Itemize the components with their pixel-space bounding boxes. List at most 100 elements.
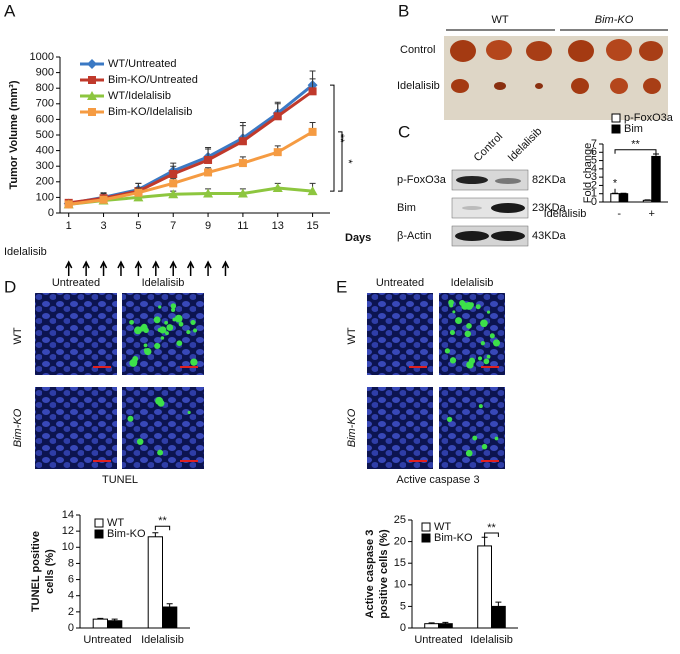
marker	[308, 127, 317, 136]
y-tick-label: 14	[62, 509, 74, 521]
legend-marker	[87, 91, 97, 100]
significance-label: *	[613, 178, 618, 190]
stained-cell	[187, 410, 191, 415]
bar	[424, 623, 440, 629]
stained-cell	[466, 361, 474, 369]
y-axis-title: Active caspase 3	[364, 530, 376, 619]
bar	[107, 620, 123, 629]
marker	[273, 148, 282, 157]
stained-cell	[444, 348, 451, 354]
x-tick-label: 13	[272, 220, 284, 232]
error-bar	[166, 603, 173, 608]
stained-cell	[157, 327, 162, 333]
stained-cell	[489, 333, 495, 339]
legend-swatch	[94, 529, 104, 539]
y-tick-label: 6	[591, 146, 597, 158]
legend-label: WT/Untreated	[108, 58, 176, 70]
legend-swatch	[421, 522, 431, 532]
series-line	[68, 83, 314, 206]
y-tick-label: 800	[36, 82, 54, 94]
y-tick-label: 8	[68, 557, 74, 569]
stained-cell	[492, 339, 501, 347]
x-tick-label: Idelalisib	[141, 634, 184, 646]
significance-label: **	[158, 515, 167, 527]
series-line	[68, 130, 314, 206]
treatment-arrow	[99, 260, 108, 276]
stained-cell	[164, 320, 168, 325]
stained-cell	[455, 317, 462, 325]
series-line	[68, 90, 314, 205]
stained-cell	[144, 347, 152, 356]
x-tick-label: 1	[66, 220, 72, 232]
x-tick-label: 7	[170, 220, 176, 232]
significance-label: **	[334, 134, 346, 143]
stained-cell	[452, 310, 456, 314]
significance-label: *	[342, 159, 354, 164]
y-tick-label: 700	[36, 98, 54, 110]
stained-cell	[143, 343, 148, 348]
x-tick-label: 11	[237, 220, 248, 232]
column-label: Untreated	[52, 277, 100, 289]
marker	[308, 87, 317, 96]
stained-cell	[475, 304, 481, 310]
significance-bracket	[330, 84, 335, 192]
panel-label: E	[336, 277, 347, 296]
treatment-arrow	[82, 260, 90, 276]
stained-cell	[190, 319, 196, 326]
y-axis-title: positive cells (%)	[378, 529, 390, 619]
bar	[651, 155, 661, 203]
bar	[491, 605, 506, 629]
y-tick-label: 0	[400, 622, 406, 634]
treatment-arrow	[169, 260, 177, 276]
legend-marker	[88, 108, 96, 116]
stained-cell	[140, 323, 148, 331]
legend-label: WT/Idelalisib	[108, 90, 171, 102]
treatment-label: Idelalisib	[4, 246, 47, 258]
marker	[203, 188, 214, 198]
error-bar	[481, 536, 488, 546]
x-axis-title: Days	[345, 232, 371, 244]
y-tick-label: 10	[394, 579, 406, 591]
legend-marker	[87, 59, 97, 69]
bar	[610, 193, 620, 203]
panel-label: C	[398, 122, 410, 141]
row-label: WT	[12, 327, 24, 344]
x-tick-label: Idelalisib	[470, 634, 513, 646]
legend-swatch	[611, 113, 621, 123]
y-tick-label: 0	[68, 622, 74, 634]
stained-cell	[170, 303, 177, 309]
y-tick-label: 4	[68, 590, 74, 602]
y-tick-label: 900	[36, 67, 54, 79]
tumor-photo	[444, 36, 668, 120]
column-label: Untreated	[376, 277, 424, 289]
stained-cell	[129, 319, 134, 325]
marker	[237, 188, 248, 198]
x-tick-label: -	[617, 208, 621, 220]
lane-label: Control	[472, 131, 506, 165]
treatment-arrow	[117, 260, 125, 276]
y-tick-label: 25	[394, 514, 406, 526]
row-label: Bim-KO	[346, 408, 358, 447]
treatment-arrow	[65, 260, 73, 276]
micrograph	[439, 387, 505, 469]
y-tick-label: 12	[62, 525, 74, 537]
bar	[477, 545, 493, 629]
marker	[169, 170, 178, 178]
stained-cell	[171, 307, 176, 313]
marker	[273, 112, 282, 121]
marker	[134, 188, 143, 197]
marker	[204, 155, 213, 164]
western-blot	[451, 169, 529, 247]
significance-label: **	[487, 522, 496, 534]
y-tick-label: 0	[591, 196, 597, 208]
stained-cell	[192, 328, 198, 333]
blot-label: p-FoxO3a	[397, 174, 447, 186]
error-bar	[495, 601, 502, 607]
stained-cell	[446, 416, 453, 423]
stained-cell	[176, 340, 183, 347]
stained-cell	[154, 342, 161, 350]
stained-cell	[165, 331, 169, 336]
stained-cell	[178, 321, 184, 327]
legend-label: Bim	[624, 123, 643, 135]
